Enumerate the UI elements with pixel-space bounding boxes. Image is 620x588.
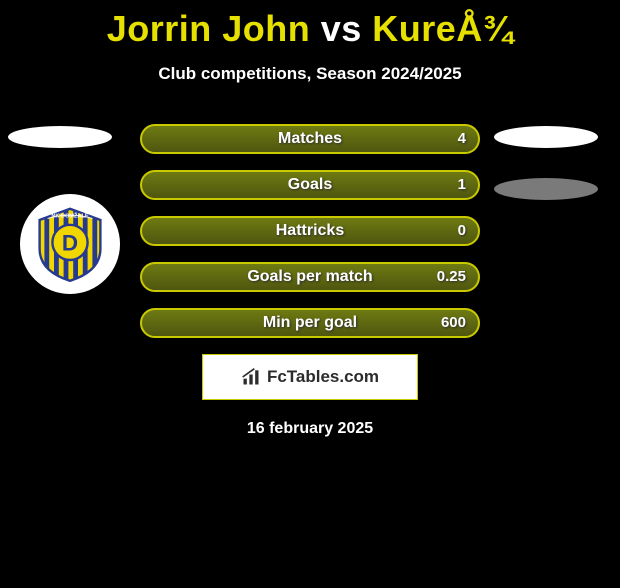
- right-ellipse-2: [494, 178, 598, 200]
- stat-value: 4: [458, 126, 466, 152]
- bar-chart-icon: [241, 367, 261, 387]
- stat-row-min-per-goal: Min per goal 600: [140, 308, 480, 338]
- left-ellipse-1: [8, 126, 112, 148]
- subtitle: Club competitions, Season 2024/2025: [0, 64, 620, 84]
- stats-list: Matches 4 Goals 1 Hattricks 0 Goals per …: [140, 124, 480, 338]
- date-label: 16 february 2025: [0, 420, 620, 438]
- stat-label: Hattricks: [142, 218, 478, 244]
- stat-row-matches: Matches 4: [140, 124, 480, 154]
- stat-value: 0.25: [437, 264, 466, 290]
- stat-label: Goals: [142, 172, 478, 198]
- stat-value: 0: [458, 218, 466, 244]
- fctables-logo-box[interactable]: FcTables.com: [202, 354, 418, 400]
- right-ellipse-1: [494, 126, 598, 148]
- stat-row-goals-per-match: Goals per match 0.25: [140, 262, 480, 292]
- content-area: D NK DOMŽALE Matches 4 Goals 1 Hattricks…: [0, 124, 620, 438]
- svg-text:D: D: [62, 230, 78, 255]
- stat-label: Goals per match: [142, 264, 478, 290]
- title-player1: Jorrin John: [107, 8, 311, 49]
- page-title: Jorrin John vs KureÅ¾: [0, 8, 620, 50]
- club-badge-svg: D NK DOMŽALE: [30, 204, 110, 284]
- title-player2: KureÅ¾: [372, 8, 513, 49]
- stat-label: Min per goal: [142, 310, 478, 336]
- club-badge: D NK DOMŽALE: [20, 194, 120, 294]
- fctables-logo-text: FcTables.com: [267, 367, 379, 387]
- stat-label: Matches: [142, 126, 478, 152]
- title-vs: vs: [310, 8, 372, 49]
- stat-row-hattricks: Hattricks 0: [140, 216, 480, 246]
- stat-value: 600: [441, 310, 466, 336]
- stat-row-goals: Goals 1: [140, 170, 480, 200]
- stat-value: 1: [458, 172, 466, 198]
